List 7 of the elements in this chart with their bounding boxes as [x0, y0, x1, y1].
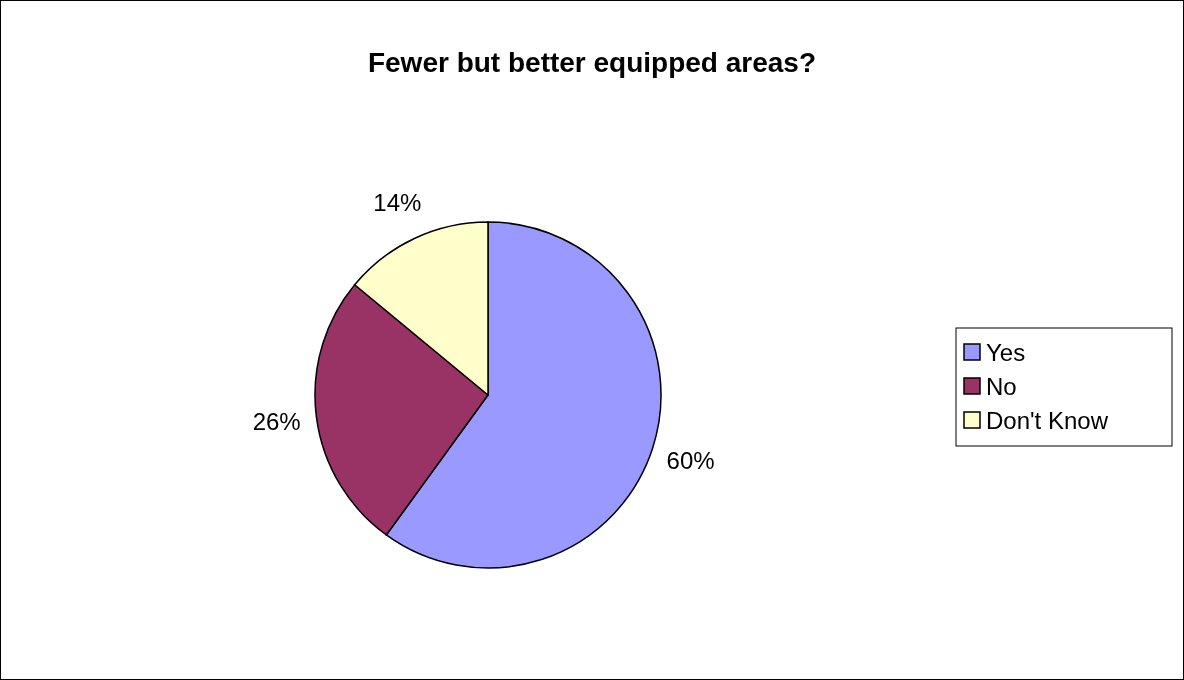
legend-label: No — [986, 372, 1017, 400]
data-label: 14% — [373, 188, 422, 216]
legend-label: Yes — [986, 338, 1026, 366]
data-label: 26% — [252, 408, 301, 436]
chart-title: Fewer but better equipped areas? — [367, 47, 817, 78]
data-label: 60% — [666, 447, 715, 475]
legend-label: Don't Know — [986, 406, 1109, 434]
